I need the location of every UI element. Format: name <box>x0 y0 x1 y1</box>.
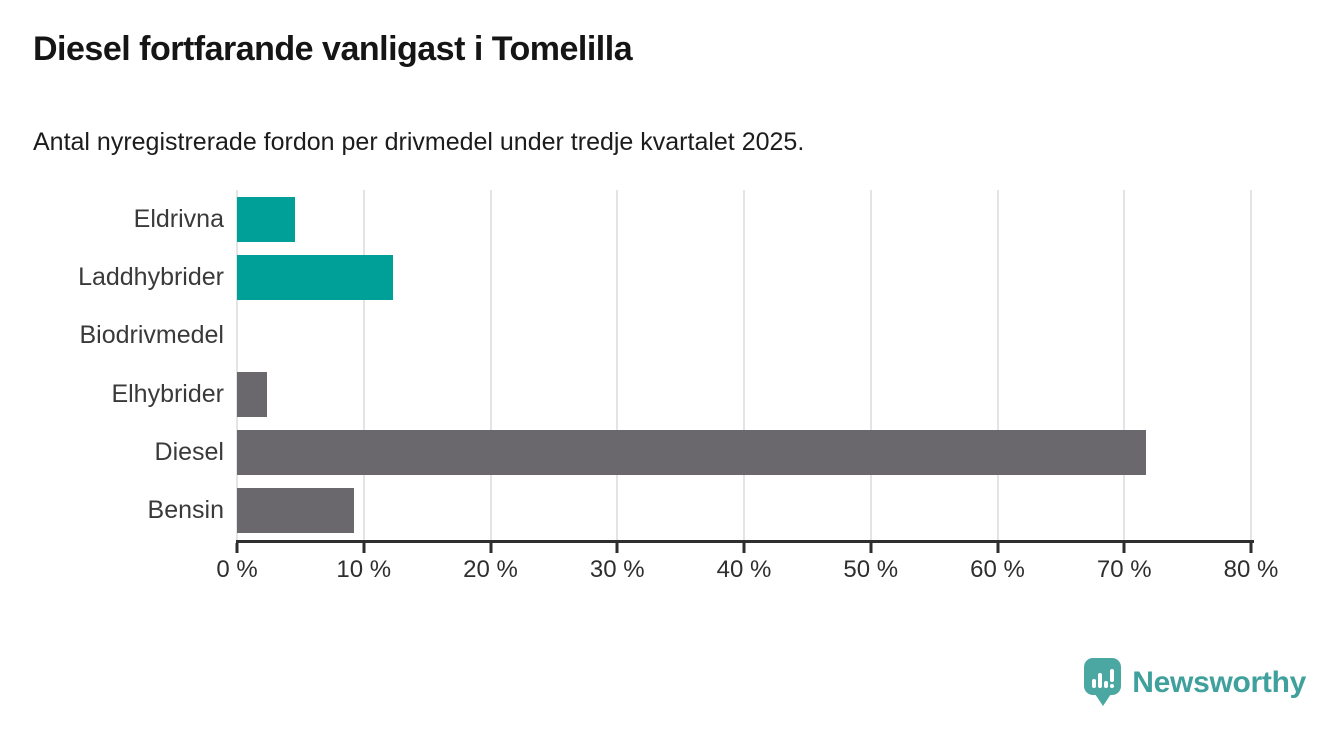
bar-row <box>237 482 1251 540</box>
x-tick-label: 60 % <box>970 556 1025 583</box>
x-axis-tick-labels: 0 % 10 % 20 % 30 % 40 % 50 % 60 % 70 % 80 % <box>216 556 1278 586</box>
bar-row <box>237 365 1251 423</box>
category-label: Elhybrider <box>111 379 224 408</box>
bar-rows <box>237 190 1251 540</box>
gridline <box>1250 190 1252 540</box>
bar-chart-plot-area <box>236 190 1252 540</box>
x-tick-label: 10 % <box>336 556 392 583</box>
category-label: Diesel <box>154 437 224 466</box>
bar-row <box>237 307 1251 365</box>
category-axis: Eldrivna Laddhybrider Biodrivmedel Elhybrid… <box>0 190 224 540</box>
brand-name: Newsworthy <box>1132 666 1306 699</box>
x-tick <box>996 543 999 553</box>
x-axis-line <box>236 540 1254 543</box>
bar-laddhybrider <box>237 254 393 300</box>
x-tick-label: 0 % <box>216 556 258 583</box>
bar-diesel <box>237 429 1146 475</box>
logo-bubble-tail <box>1094 694 1111 706</box>
x-tick-label: 20 % <box>463 556 518 583</box>
chart-title: Diesel fortfarande vanligast i Tomelilla <box>33 30 633 68</box>
bar-row <box>237 190 1251 248</box>
chart-subtitle: Antal nyregistrerade fordon per drivmede… <box>33 128 805 156</box>
x-tick-label: 40 % <box>716 556 772 583</box>
x-tick <box>1249 543 1253 553</box>
category-label: Laddhybrider <box>78 262 224 291</box>
x-tick <box>615 543 619 553</box>
x-tick-label: 80 % <box>1223 556 1279 583</box>
gridline <box>489 190 492 540</box>
category-label: Eldrivna <box>133 204 224 233</box>
logo-bar-1 <box>1091 679 1096 688</box>
gridline <box>616 190 619 540</box>
x-tick <box>742 543 746 553</box>
x-tick <box>235 543 239 553</box>
gridline <box>996 190 999 540</box>
x-tick <box>362 543 366 553</box>
newsworthy-logo: Newsworthy <box>1084 657 1306 709</box>
bar-row <box>237 423 1251 481</box>
x-tick <box>489 543 492 553</box>
logo-bar-2 <box>1097 673 1102 688</box>
bar-eldrivna <box>237 196 296 242</box>
bar-row <box>237 248 1251 306</box>
x-tick <box>1122 543 1126 553</box>
gridline <box>869 190 872 540</box>
category-label: Biodrivmedel <box>79 321 224 350</box>
x-tick-label: 50 % <box>843 556 899 583</box>
x-tick <box>869 543 873 553</box>
gridline <box>236 190 238 540</box>
bar-bensin <box>237 488 354 534</box>
x-tick-label: 30 % <box>589 556 645 583</box>
gridline <box>362 190 365 540</box>
x-tick-label: 70 % <box>1096 556 1152 583</box>
logo-bubble <box>1084 658 1122 695</box>
gridline <box>1123 190 1126 540</box>
category-label: Bensin <box>147 496 224 525</box>
newsworthy-bubble-bar-chart-icon <box>1084 658 1122 708</box>
gridline <box>743 190 745 540</box>
logo-bar-3 <box>1103 681 1108 688</box>
logo-exclamation <box>1109 669 1114 688</box>
bar-elhybrider <box>237 371 268 417</box>
